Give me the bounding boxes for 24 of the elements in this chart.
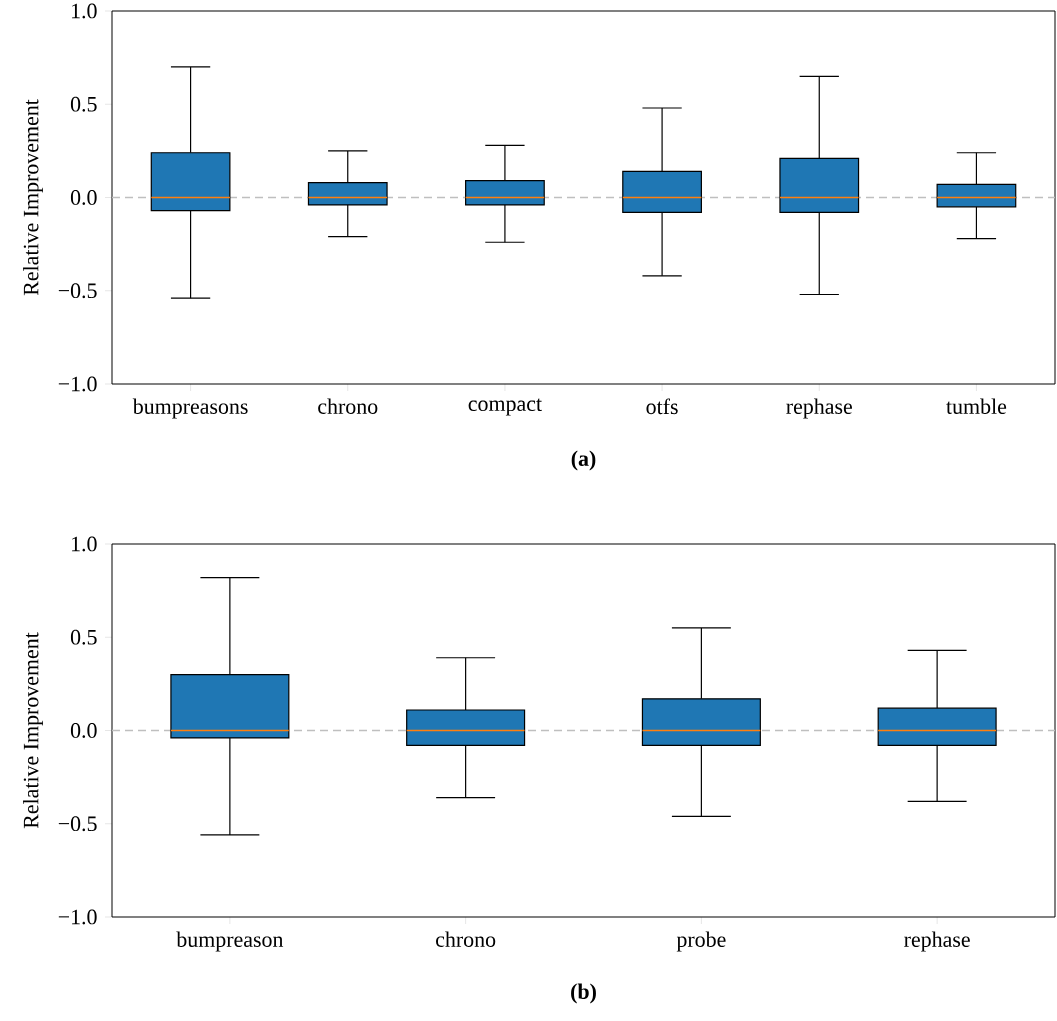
y-tick-label: 1.0 <box>72 536 97 552</box>
x-tick-label: bumpreasons <box>132 398 248 419</box>
y-tick-label: −0.5 <box>58 283 97 299</box>
y-axis-title: Relative Improvement <box>23 99 43 296</box>
y-tick-label: 0.5 <box>70 96 97 112</box>
x-tick-label: otfs <box>646 398 678 415</box>
y-tick-label: 1.0 <box>72 3 97 19</box>
x-tick-label: chrono <box>436 931 496 947</box>
x-tick-label: probe <box>676 931 726 952</box>
y-tick-label: 0.0 <box>70 723 97 738</box>
text: (a) <box>571 450 596 471</box>
x-tick-label: compact <box>468 398 542 416</box>
x-tick-label: rephase <box>904 931 970 952</box>
y-tick-label: −1.0 <box>58 376 97 392</box>
x-tick-label: tumble <box>946 398 1007 414</box>
y-tick-label: −1.0 <box>58 909 97 925</box>
y-tick-label: 0.5 <box>70 629 97 645</box>
y-axis-title: Relative Improvement <box>23 632 43 829</box>
x-tick-label: rephase <box>786 398 852 419</box>
y-tick-label: 0.0 <box>70 190 97 205</box>
y-tick-label: −0.5 <box>58 816 97 832</box>
text: (b) <box>571 983 596 1004</box>
x-tick-label: bumpreason <box>176 931 284 952</box>
x-tick-label: chrono <box>318 398 378 414</box>
